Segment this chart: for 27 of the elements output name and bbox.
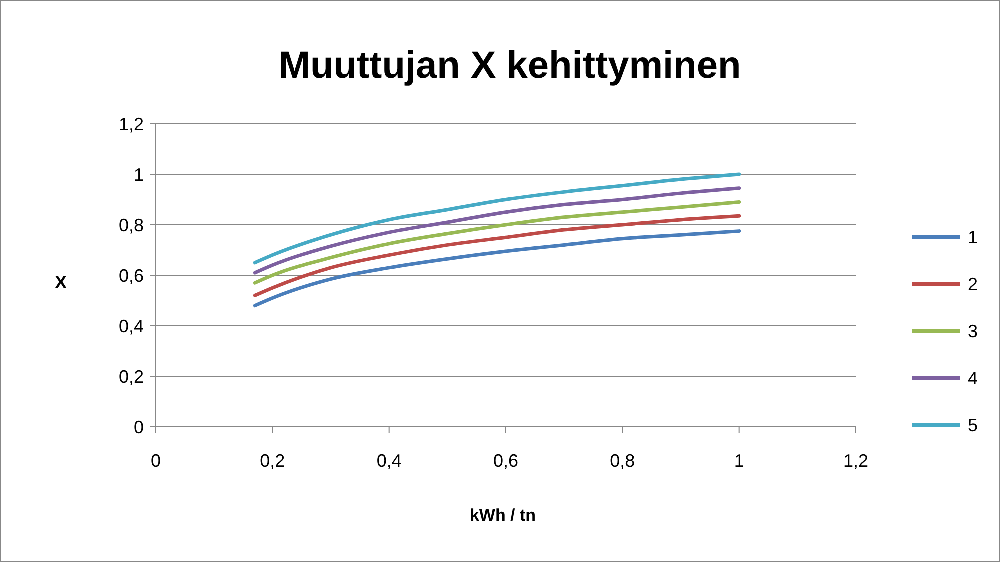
legend-label: 5 — [968, 415, 978, 436]
x-tick-label: 0,6 — [493, 451, 519, 471]
line-series — [253, 214, 742, 298]
x-tick-label: 0,4 — [376, 451, 402, 471]
x-tick-label: 0 — [150, 451, 162, 471]
x-tick-label: 1,2 — [843, 451, 869, 471]
legend-label: 1 — [968, 227, 978, 248]
y-tick-label: 0,6 — [118, 266, 144, 286]
x-tick-label: 0,8 — [610, 451, 636, 471]
legend-label: 3 — [968, 321, 978, 342]
legend-label: 2 — [968, 274, 978, 294]
y-axis-title: X — [54, 272, 68, 292]
x-axis-title: kWh / tn — [470, 506, 536, 525]
x-tick-label: 1 — [734, 451, 744, 471]
chart-title: Muuttujan X kehittyminen — [278, 45, 742, 87]
x-tick-label: 0,2 — [260, 451, 286, 471]
y-tick-label: 1 — [134, 164, 144, 185]
line-series — [253, 230, 742, 308]
y-tick-label: 0,8 — [118, 215, 144, 236]
legend-label: 4 — [968, 368, 978, 388]
y-tick-label: 0 — [134, 417, 144, 438]
y-tick-label: 1,2 — [118, 114, 144, 134]
line-series — [253, 200, 742, 285]
line-series — [253, 172, 742, 265]
line-series — [253, 186, 742, 275]
y-tick-label: 0,2 — [118, 366, 144, 387]
y-tick-label: 0,4 — [118, 316, 144, 336]
